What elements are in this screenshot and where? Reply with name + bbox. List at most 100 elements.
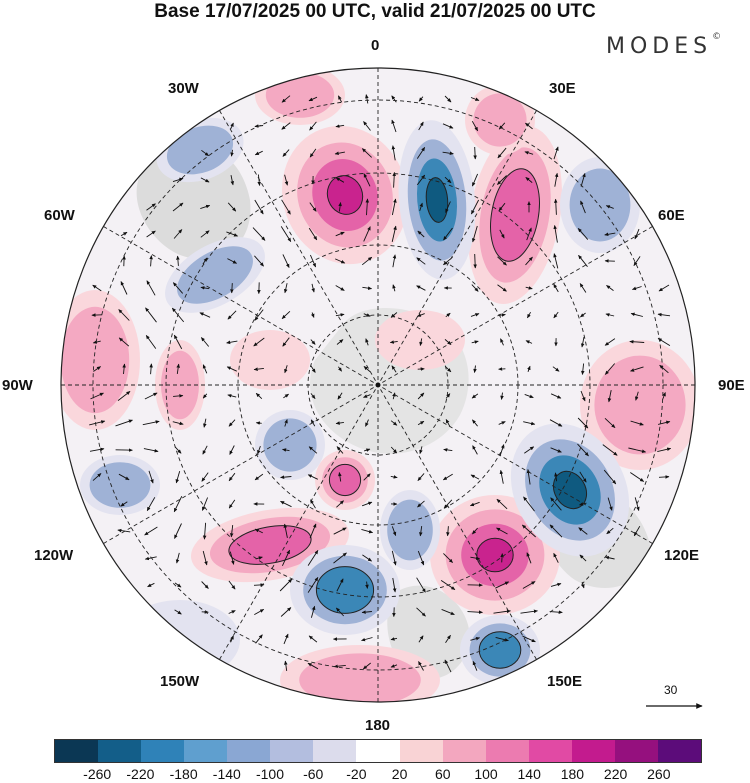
wind-arrow — [442, 151, 454, 156]
wind-arrow — [284, 419, 288, 427]
wind-arrow — [227, 394, 237, 398]
wind-arrow — [418, 661, 424, 671]
wind-arrow — [309, 523, 317, 539]
wind-arrow — [146, 230, 156, 238]
lon-label-30w: 30W — [168, 80, 199, 97]
wind-arrow — [521, 524, 537, 538]
wind-arrow — [365, 338, 369, 346]
wind-arrow — [523, 421, 536, 426]
wind-arrow — [310, 393, 316, 399]
wind-arrow — [253, 367, 264, 371]
wind-arrow — [335, 421, 344, 425]
wind-arrow — [257, 445, 261, 455]
wind-arrow — [604, 417, 616, 429]
wind-arrow — [362, 662, 371, 670]
wind-arrow — [230, 175, 235, 186]
wind-arrow — [227, 310, 237, 320]
wind-arrow — [525, 177, 533, 183]
wind-arrow — [390, 664, 398, 668]
positive-anomaly-contour — [61, 306, 130, 414]
wind-arrow — [336, 500, 344, 508]
wind-arrow — [281, 122, 291, 130]
wind-arrow — [202, 445, 208, 455]
wind-arrow — [417, 550, 425, 566]
wind-arrow — [500, 338, 504, 346]
wind-arrow — [226, 366, 237, 372]
wind-arrow — [527, 365, 531, 372]
lon-label-150e: 150E — [547, 673, 583, 690]
wind-arrow — [228, 419, 236, 427]
wind-arrow — [226, 340, 238, 345]
wind-arrow — [471, 225, 478, 243]
lon-label-30e: 30E — [549, 80, 576, 97]
wind-arrow — [254, 309, 264, 321]
wind-arrow — [390, 446, 398, 454]
wind-arrow — [202, 364, 208, 374]
wind-arrow — [549, 419, 563, 427]
brand-text: MODES — [606, 34, 713, 59]
wind-arrow — [472, 445, 478, 455]
wind-arrow — [229, 551, 235, 565]
wind-arrow — [200, 230, 210, 238]
wind-arrow — [416, 577, 426, 593]
colorbar-tick-label: 220 — [603, 766, 628, 782]
wind-arrow — [628, 447, 647, 453]
wind-arrow — [495, 581, 510, 589]
wind-arrow — [229, 525, 234, 538]
wind-arrow — [604, 232, 616, 237]
wind-arrow — [470, 556, 481, 560]
wind-arrow — [497, 284, 507, 292]
wind-arrow — [631, 286, 642, 291]
wind-arrow — [363, 448, 371, 452]
wind-arrow — [283, 393, 289, 399]
wind-arrow — [522, 581, 536, 589]
wind-arrow — [472, 527, 478, 535]
negative-anomaly-contour — [569, 168, 631, 242]
wind-arrow — [308, 227, 318, 241]
positive-anomaly-contour — [230, 330, 310, 390]
wind-arrow — [281, 199, 291, 215]
wind-arrow — [630, 472, 645, 482]
wind-arrow — [254, 255, 264, 267]
wind-arrow — [120, 231, 128, 237]
colorbar-segment — [356, 740, 400, 762]
wind-arrow — [634, 228, 640, 240]
wind-arrow — [443, 448, 453, 452]
wind-arrow — [580, 390, 586, 402]
wind-arrow — [149, 255, 153, 267]
wind-arrow — [499, 469, 504, 484]
wind-arrow — [335, 313, 345, 317]
wind-arrow — [498, 421, 506, 425]
wind-arrow — [363, 394, 371, 398]
wind-arrow — [444, 95, 452, 103]
wind-arrow — [227, 202, 237, 212]
wind-arrow — [307, 474, 318, 480]
wind-arrow — [280, 475, 292, 479]
wind-arrow — [145, 335, 157, 349]
wind-arrow — [333, 664, 346, 669]
wind-arrow — [118, 309, 130, 321]
wind-arrow — [602, 444, 618, 456]
wind-arrow — [497, 175, 507, 185]
wind-arrow — [630, 420, 644, 426]
wind-arrow — [630, 312, 644, 317]
wind-arrow — [390, 637, 398, 641]
wind-arrow — [550, 497, 562, 511]
colorbar-tick-label: 20 — [391, 766, 408, 782]
wind-arrow — [470, 313, 480, 317]
wind-arrow — [230, 149, 234, 157]
wind-arrow — [173, 394, 184, 398]
wind-arrow — [311, 283, 315, 293]
wind-arrow — [336, 578, 344, 592]
wind-arrow — [419, 526, 423, 537]
wind-arrow — [149, 363, 153, 375]
wind-arrow — [199, 312, 211, 318]
wind-arrow — [553, 552, 559, 563]
positive-anomaly-contour — [228, 525, 312, 565]
wind-arrow — [361, 637, 373, 642]
wind-arrow — [553, 283, 559, 293]
wind-arrow — [391, 225, 397, 242]
wind-arrow — [550, 582, 562, 587]
wind-arrow — [417, 392, 425, 400]
wind-arrow — [419, 338, 423, 347]
